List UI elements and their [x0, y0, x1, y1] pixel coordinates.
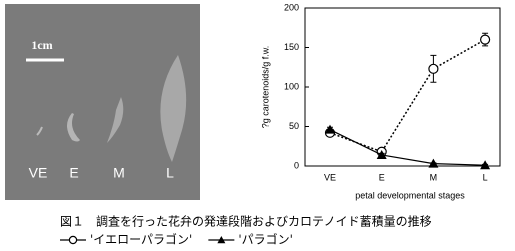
data-point — [428, 63, 439, 74]
petal-e — [67, 113, 80, 142]
legend-label: 'パラゴン' — [238, 232, 293, 247]
y-tick-label: 50 — [289, 121, 299, 131]
petal-l — [160, 55, 187, 162]
stage-label: M — [113, 165, 125, 181]
legend-marker — [217, 236, 226, 244]
y-tick-label: 200 — [284, 2, 299, 12]
data-point — [428, 158, 439, 168]
stage-label: E — [69, 165, 78, 181]
y-tick-label: 0 — [294, 160, 299, 170]
y-tick-label: 100 — [284, 81, 299, 91]
series-line — [329, 129, 486, 166]
legend-label: 'イエローパラゴン' — [90, 232, 192, 247]
series-line — [329, 38, 486, 153]
x-axis-label: petal developmental stages — [355, 190, 465, 200]
petal-ve — [36, 126, 43, 136]
stage-label: VE — [29, 165, 48, 181]
legend-marker — [68, 235, 78, 245]
y-tick-label: 150 — [284, 42, 299, 52]
data-point — [480, 160, 491, 170]
data-point — [325, 124, 335, 134]
scale-label: 1cm — [31, 38, 52, 52]
data-point — [376, 149, 387, 159]
caption-title: 図１ 調査を行った花弁の発達段階およびカロテノイド蓄積量の推移 — [60, 214, 432, 229]
x-tick-label: L — [483, 172, 488, 182]
stage-label: L — [166, 165, 174, 181]
petal-m — [107, 97, 124, 143]
x-tick-label: E — [379, 172, 385, 182]
x-tick-label: M — [430, 172, 438, 182]
plot-frame — [304, 7, 501, 167]
x-tick-label: VE — [324, 172, 336, 182]
data-point — [480, 34, 491, 45]
y-axis-label: ?g carotenoids/g f.w. — [260, 46, 270, 129]
